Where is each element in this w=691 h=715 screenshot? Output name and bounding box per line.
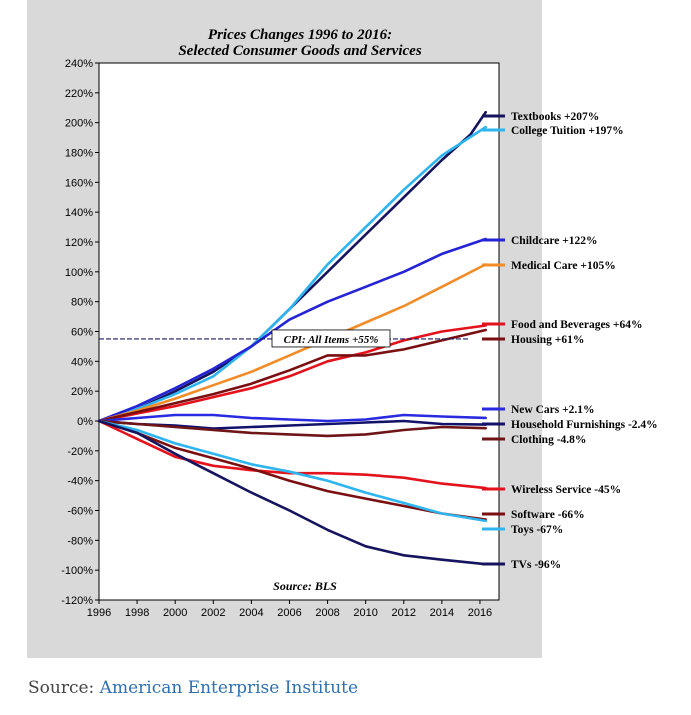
reference-line-layer: CPI: All Items +55% bbox=[99, 329, 470, 348]
x-tick-label: 2014 bbox=[430, 607, 454, 619]
series-line bbox=[97, 263, 487, 423]
series-line bbox=[97, 419, 487, 521]
legend-label: Textbooks +207% bbox=[511, 111, 599, 123]
series-line bbox=[97, 328, 487, 423]
legend-label: New Cars +2.1% bbox=[511, 404, 595, 416]
legend-label: Food and Beverages +64% bbox=[511, 319, 642, 331]
y-tick-label: 0% bbox=[77, 416, 93, 428]
x-tick-label: 2012 bbox=[392, 607, 416, 619]
x-tick-label: 2002 bbox=[201, 607, 225, 619]
y-tick-label: 200% bbox=[65, 118, 93, 130]
series-line bbox=[97, 110, 487, 423]
y-tick-label: -120% bbox=[61, 595, 93, 607]
y-tick-label: 40% bbox=[71, 356, 93, 368]
legend: Textbooks +207% College Tuition +197% Chil… bbox=[482, 111, 658, 571]
series-line bbox=[97, 324, 487, 423]
series-layer bbox=[97, 110, 487, 566]
x-tick-label: 2004 bbox=[239, 607, 263, 619]
series-line bbox=[97, 413, 487, 423]
legend-label: Household Furnishings -2.4% bbox=[511, 419, 658, 431]
x-tick-label: 1998 bbox=[125, 607, 149, 619]
y-tick-label: 100% bbox=[65, 267, 93, 279]
footer-source: Source: American Enterprise Institute bbox=[28, 678, 358, 698]
y-tick-label: 240% bbox=[65, 58, 93, 70]
y-tick-label: -100% bbox=[61, 565, 93, 577]
legend-label: Childcare +122% bbox=[511, 235, 598, 247]
x-tick-label: 2000 bbox=[163, 607, 187, 619]
cpi-label: CPI: All Items +55% bbox=[284, 334, 379, 346]
series-line bbox=[97, 419, 487, 523]
chart-source-note: Source: BLS bbox=[273, 579, 337, 593]
y-tick-label: 120% bbox=[65, 237, 93, 249]
plot-border bbox=[98, 62, 500, 601]
source-prefix: Source: bbox=[28, 678, 95, 698]
legend-label: Toys -67% bbox=[511, 524, 563, 536]
x-tick-label: 2006 bbox=[277, 607, 301, 619]
x-tick-label: 2016 bbox=[468, 607, 492, 619]
series-line bbox=[97, 419, 487, 438]
legend-label: Medical Care +105% bbox=[511, 260, 616, 272]
legend-label: Wireless Service -45% bbox=[511, 484, 621, 496]
legend-label: Clothing -4.8% bbox=[511, 434, 586, 446]
series-line bbox=[97, 125, 487, 423]
y-tick-label: -40% bbox=[67, 476, 93, 488]
legend-label: College Tuition +197% bbox=[511, 125, 624, 137]
y-tick-label: 20% bbox=[71, 386, 93, 398]
series-line bbox=[97, 419, 487, 490]
axis-ticks: -120% -100% -80% -60% -40% -20% 0% 20% 40% 60% 80%… bbox=[61, 58, 500, 619]
x-tick-label: 1996 bbox=[87, 607, 111, 619]
y-tick-label: 160% bbox=[65, 177, 93, 189]
x-tick-label: 2010 bbox=[353, 607, 377, 619]
legend-label: Software -66% bbox=[511, 509, 585, 521]
y-tick-label: 80% bbox=[71, 297, 93, 309]
chart-title: Prices Changes 1996 to 2016: bbox=[208, 27, 392, 43]
y-tick-label: 140% bbox=[65, 207, 93, 219]
y-tick-label: 60% bbox=[71, 327, 93, 339]
cpi-label-box bbox=[271, 329, 391, 348]
series-line bbox=[97, 237, 487, 423]
y-tick-label: -20% bbox=[67, 446, 93, 458]
legend-label: Housing +61% bbox=[511, 334, 584, 346]
y-tick-label: -80% bbox=[67, 535, 93, 547]
y-tick-label: 220% bbox=[65, 88, 93, 100]
y-tick-label: -60% bbox=[67, 506, 93, 518]
source-link[interactable]: American Enterprise Institute bbox=[99, 678, 359, 698]
chart-subtitle: Selected Consumer Goods and Services bbox=[178, 43, 421, 59]
x-tick-label: 2008 bbox=[315, 607, 339, 619]
y-tick-label: 180% bbox=[65, 148, 93, 160]
series-line bbox=[97, 419, 487, 566]
legend-label: TVs -96% bbox=[511, 559, 561, 571]
